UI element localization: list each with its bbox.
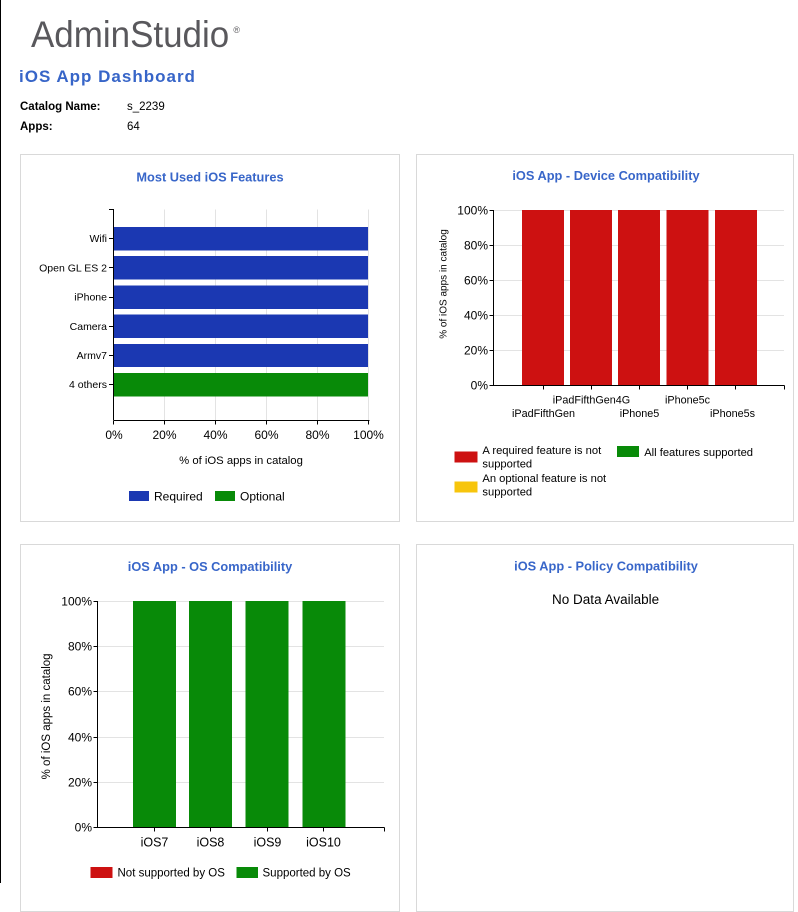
svg-text:40%: 40% bbox=[68, 731, 92, 745]
svg-text:iPadFifthGen: iPadFifthGen bbox=[512, 408, 575, 420]
svg-text:An optional feature is not: An optional feature is not bbox=[482, 473, 607, 485]
svg-text:iOS8: iOS8 bbox=[197, 836, 225, 850]
svg-text:supported: supported bbox=[482, 458, 532, 470]
svg-text:20%: 20% bbox=[68, 776, 92, 790]
svg-text:100%: 100% bbox=[353, 428, 384, 442]
svg-text:40%: 40% bbox=[203, 428, 227, 442]
svg-text:0%: 0% bbox=[75, 821, 93, 835]
svg-text:iPhone5: iPhone5 bbox=[620, 408, 660, 420]
svg-text:80%: 80% bbox=[68, 640, 92, 654]
svg-text:0%: 0% bbox=[105, 428, 123, 442]
svg-text:A required feature is not: A required feature is not bbox=[482, 445, 602, 457]
svg-text:100%: 100% bbox=[61, 595, 92, 609]
svg-text:Most Used iOS Features: Most Used iOS Features bbox=[136, 170, 283, 185]
svg-text:% of iOS apps in catalog: % of iOS apps in catalog bbox=[41, 653, 53, 779]
svg-text:% of iOS apps in catalog: % of iOS apps in catalog bbox=[438, 229, 449, 339]
svg-text:iOS7: iOS7 bbox=[141, 836, 169, 850]
svg-text:80%: 80% bbox=[305, 428, 329, 442]
svg-text:Armv7: Armv7 bbox=[77, 350, 107, 362]
svg-text:iOS App - Device Compatibility: iOS App - Device Compatibility bbox=[512, 168, 700, 183]
svg-text:Open GL ES 2: Open GL ES 2 bbox=[39, 262, 107, 274]
svg-text:All features supported: All features supported bbox=[644, 447, 753, 459]
svg-text:Required: Required bbox=[154, 490, 203, 504]
svg-text:80%: 80% bbox=[464, 239, 488, 253]
svg-text:0%: 0% bbox=[471, 379, 489, 393]
svg-text:60%: 60% bbox=[464, 274, 488, 288]
svg-text:Camera: Camera bbox=[70, 321, 108, 333]
svg-text:20%: 20% bbox=[464, 344, 488, 358]
svg-text:No Data Available: No Data Available bbox=[552, 592, 659, 607]
svg-text:4 others: 4 others bbox=[69, 379, 107, 391]
svg-text:iOS App - Policy Compatibility: iOS App - Policy Compatibility bbox=[514, 559, 699, 574]
svg-text:Not supported by OS: Not supported by OS bbox=[118, 868, 226, 880]
svg-text:iOS10: iOS10 bbox=[306, 836, 341, 850]
svg-text:60%: 60% bbox=[254, 428, 278, 442]
svg-text:iPhone: iPhone bbox=[74, 292, 107, 304]
svg-text:% of iOS apps in catalog: % of iOS apps in catalog bbox=[179, 455, 303, 467]
svg-text:iPhone5s: iPhone5s bbox=[710, 408, 756, 420]
svg-text:Supported by OS: Supported by OS bbox=[263, 868, 352, 880]
svg-text:iOS9: iOS9 bbox=[254, 836, 282, 850]
svg-text:100%: 100% bbox=[457, 204, 488, 218]
svg-text:60%: 60% bbox=[68, 685, 92, 699]
svg-text:Optional: Optional bbox=[240, 490, 285, 504]
svg-text:supported: supported bbox=[482, 487, 532, 499]
svg-text:iPadFifthGen4G: iPadFifthGen4G bbox=[553, 395, 630, 407]
svg-text:40%: 40% bbox=[464, 309, 488, 323]
svg-text:iOS App - OS Compatibility: iOS App - OS Compatibility bbox=[128, 559, 293, 574]
svg-text:20%: 20% bbox=[152, 428, 176, 442]
svg-text:Wifi: Wifi bbox=[90, 233, 108, 245]
svg-text:iPhone5c: iPhone5c bbox=[665, 395, 711, 407]
